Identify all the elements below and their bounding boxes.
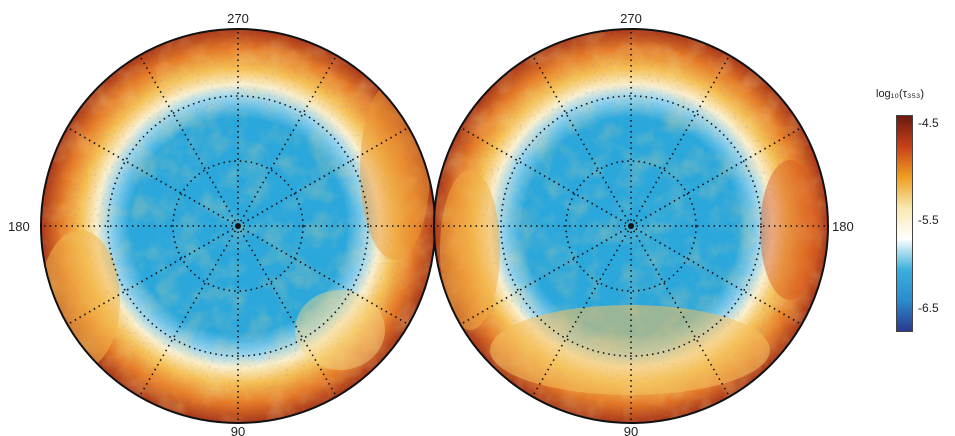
left-graticule [41, 29, 435, 423]
colorbar-title: log₁₀(τ₃₅₃) [876, 88, 925, 100]
colorbar-tick-2: -5.5 [918, 213, 939, 227]
left-label-270: 270 [227, 11, 249, 26]
right-hemisphere-map [433, 28, 829, 424]
right-label-270: 270 [620, 11, 642, 26]
left-hemisphere-map [40, 28, 436, 424]
right-graticule [434, 29, 828, 423]
latitude-ring [500, 95, 762, 357]
colorbar-tick-1: -4.5 [918, 116, 939, 130]
left-label-90: 90 [231, 424, 245, 436]
colorbar-gradient [896, 115, 913, 332]
right-label-180: 180 [832, 219, 854, 234]
latitude-ring [172, 160, 304, 292]
colorbar: log₁₀(τ₃₅₃) -4.5 -5.5 -6.5 [876, 82, 955, 342]
latitude-ring [107, 95, 369, 357]
colorbar-tick-3: -6.5 [918, 301, 939, 315]
left-label-180: 180 [8, 219, 30, 234]
right-label-90: 90 [624, 424, 638, 436]
latitude-ring [565, 160, 697, 292]
